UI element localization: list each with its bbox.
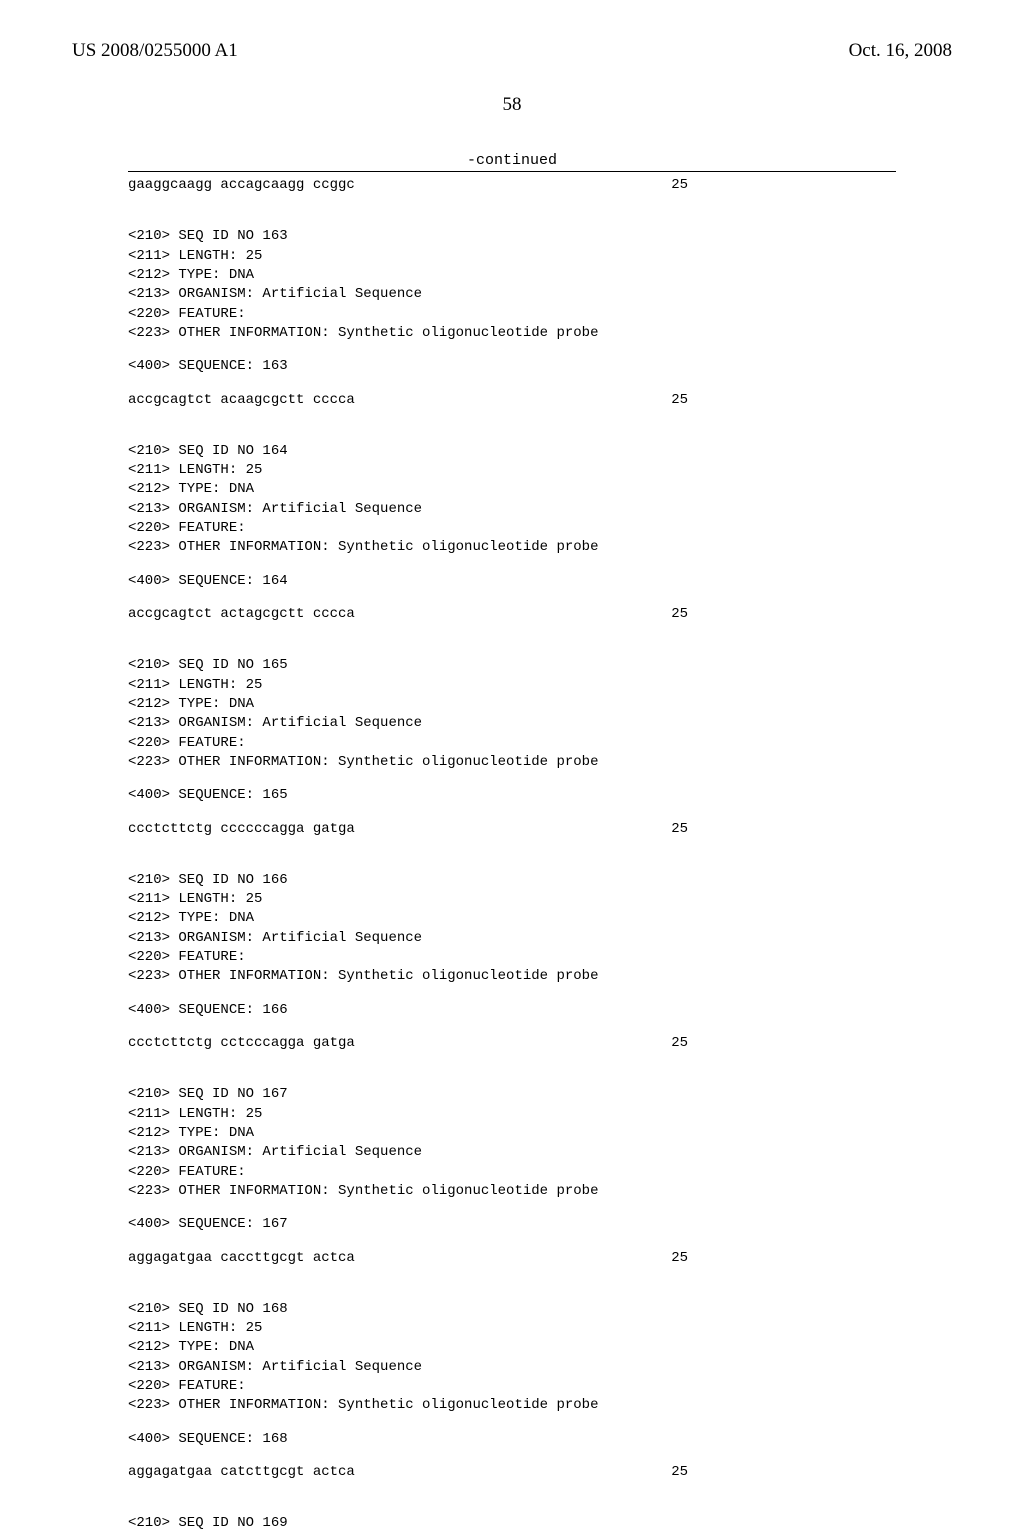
entry-164-meta-3: <213> ORGANISM: Artificial Sequence [128, 500, 896, 519]
spacer [128, 558, 896, 572]
entry-167-meta-2: <212> TYPE: DNA [128, 1124, 896, 1143]
spacer [128, 1482, 896, 1500]
entry-168-meta-3: <213> ORGANISM: Artificial Sequence [128, 1358, 896, 1377]
entry-164-meta-1: <211> LENGTH: 25 [128, 461, 896, 480]
spacer [128, 1071, 896, 1085]
spacer [128, 213, 896, 227]
entry-167-seqline-len: 25 [671, 1249, 688, 1268]
seq-top-seq: gaaggcaagg accagcaagg ccggc [128, 176, 355, 195]
spacer [128, 857, 896, 871]
continued-label: -continued [72, 152, 952, 169]
spacer [128, 1268, 896, 1286]
spacer [128, 839, 896, 857]
entry-163-meta-5: <223> OTHER INFORMATION: Synthetic oligo… [128, 324, 896, 343]
entry-168-meta-0: <210> SEQ ID NO 168 [128, 1300, 896, 1319]
entry-164-seqlabel: <400> SEQUENCE: 164 [128, 572, 896, 591]
entry-164-meta-0: <210> SEQ ID NO 164 [128, 442, 896, 461]
entry-163-meta-3: <213> ORGANISM: Artificial Sequence [128, 285, 896, 304]
spacer [128, 1286, 896, 1300]
entry-166-meta-2: <212> TYPE: DNA [128, 909, 896, 928]
entry-167-seqline-seq: aggagatgaa caccttgcgt actca [128, 1249, 355, 1268]
entry-166-meta-0: <210> SEQ ID NO 166 [128, 871, 896, 890]
entry-165-meta-5: <223> OTHER INFORMATION: Synthetic oligo… [128, 753, 896, 772]
page-number: 58 [72, 94, 952, 116]
entry-164-meta-4: <220> FEATURE: [128, 519, 896, 538]
spacer [128, 1235, 896, 1249]
entry-168-meta-1: <211> LENGTH: 25 [128, 1319, 896, 1338]
entry-163-meta-4: <220> FEATURE: [128, 305, 896, 324]
spacer [128, 772, 896, 786]
sequence-listing: gaaggcaagg accagcaagg ccggc 25 <210> SEQ I… [72, 172, 952, 1534]
entry-167-meta-5: <223> OTHER INFORMATION: Synthetic oligo… [128, 1182, 896, 1201]
spacer [128, 1500, 896, 1514]
publication-date: Oct. 16, 2008 [849, 40, 952, 62]
entry-165-seqline-seq: ccctcttctg ccccccagga gatga [128, 820, 355, 839]
entry-163-seqline-seq: accgcagtct acaagcgctt cccca [128, 391, 355, 410]
entry-166-meta-1: <211> LENGTH: 25 [128, 890, 896, 909]
page: US 2008/0255000 A1 Oct. 16, 2008 58 -con… [0, 0, 1024, 1320]
entry-164-seqline-len: 25 [671, 605, 688, 624]
spacer [128, 1416, 896, 1430]
entry-166-meta-5: <223> OTHER INFORMATION: Synthetic oligo… [128, 967, 896, 986]
entry-164-seqline-seq: accgcagtct actagcgctt cccca [128, 605, 355, 624]
entry-163-meta-2: <212> TYPE: DNA [128, 266, 896, 285]
entry-168-seqlabel: <400> SEQUENCE: 168 [128, 1430, 896, 1449]
spacer [128, 642, 896, 656]
spacer [128, 428, 896, 442]
entry-167-meta-1: <211> LENGTH: 25 [128, 1105, 896, 1124]
publication-number: US 2008/0255000 A1 [72, 40, 238, 62]
entry-166-meta-4: <220> FEATURE: [128, 948, 896, 967]
entry-165-seqline-len: 25 [671, 820, 688, 839]
entry-165-meta-3: <213> ORGANISM: Artificial Sequence [128, 714, 896, 733]
entry-166-seqline: ccctcttctg cctcccagga gatga 25 [128, 1034, 896, 1053]
spacer [128, 1201, 896, 1215]
entry-166-seqlabel: <400> SEQUENCE: 166 [128, 1001, 896, 1020]
spacer [128, 410, 896, 428]
seq-top: gaaggcaagg accagcaagg ccggc 25 [128, 176, 896, 195]
spacer [128, 624, 896, 642]
spacer [128, 591, 896, 605]
spacer [128, 1449, 896, 1463]
entry-165-seqlabel: <400> SEQUENCE: 165 [128, 786, 896, 805]
entry-167-seqline: aggagatgaa caccttgcgt actca 25 [128, 1249, 896, 1268]
entry-164-meta-5: <223> OTHER INFORMATION: Synthetic oligo… [128, 538, 896, 557]
entry-168-meta-2: <212> TYPE: DNA [128, 1338, 896, 1357]
spacer [128, 987, 896, 1001]
entry-164-seqline: accgcagtct actagcgctt cccca 25 [128, 605, 896, 624]
spacer [128, 1053, 896, 1071]
entry-169-meta-0: <210> SEQ ID NO 169 [128, 1514, 896, 1533]
entry-166-seqline-len: 25 [671, 1034, 688, 1053]
entry-163-meta-0: <210> SEQ ID NO 163 [128, 227, 896, 246]
spacer [128, 1020, 896, 1034]
entry-168-seqline-len: 25 [671, 1463, 688, 1482]
entry-167-meta-0: <210> SEQ ID NO 167 [128, 1085, 896, 1104]
entry-167-seqlabel: <400> SEQUENCE: 167 [128, 1215, 896, 1234]
spacer [128, 806, 896, 820]
entry-165-meta-0: <210> SEQ ID NO 165 [128, 656, 896, 675]
entry-165-meta-2: <212> TYPE: DNA [128, 695, 896, 714]
entry-165-meta-1: <211> LENGTH: 25 [128, 676, 896, 695]
spacer [128, 195, 896, 213]
entry-163-meta-1: <211> LENGTH: 25 [128, 247, 896, 266]
spacer [128, 343, 896, 357]
entry-163-seqline-len: 25 [671, 391, 688, 410]
page-header: US 2008/0255000 A1 Oct. 16, 2008 [72, 40, 952, 62]
spacer [128, 377, 896, 391]
entry-167-meta-4: <220> FEATURE: [128, 1163, 896, 1182]
entry-163-seqlabel: <400> SEQUENCE: 163 [128, 357, 896, 376]
entry-168-seqline-seq: aggagatgaa catcttgcgt actca [128, 1463, 355, 1482]
entry-168-meta-4: <220> FEATURE: [128, 1377, 896, 1396]
entry-167-meta-3: <213> ORGANISM: Artificial Sequence [128, 1143, 896, 1162]
entry-166-seqline-seq: ccctcttctg cctcccagga gatga [128, 1034, 355, 1053]
entry-168-meta-5: <223> OTHER INFORMATION: Synthetic oligo… [128, 1396, 896, 1415]
entry-163-seqline: accgcagtct acaagcgctt cccca 25 [128, 391, 896, 410]
entry-165-meta-4: <220> FEATURE: [128, 734, 896, 753]
entry-165-seqline: ccctcttctg ccccccagga gatga 25 [128, 820, 896, 839]
entry-164-meta-2: <212> TYPE: DNA [128, 480, 896, 499]
seq-top-len: 25 [671, 176, 688, 195]
entry-166-meta-3: <213> ORGANISM: Artificial Sequence [128, 929, 896, 948]
entry-168-seqline: aggagatgaa catcttgcgt actca 25 [128, 1463, 896, 1482]
